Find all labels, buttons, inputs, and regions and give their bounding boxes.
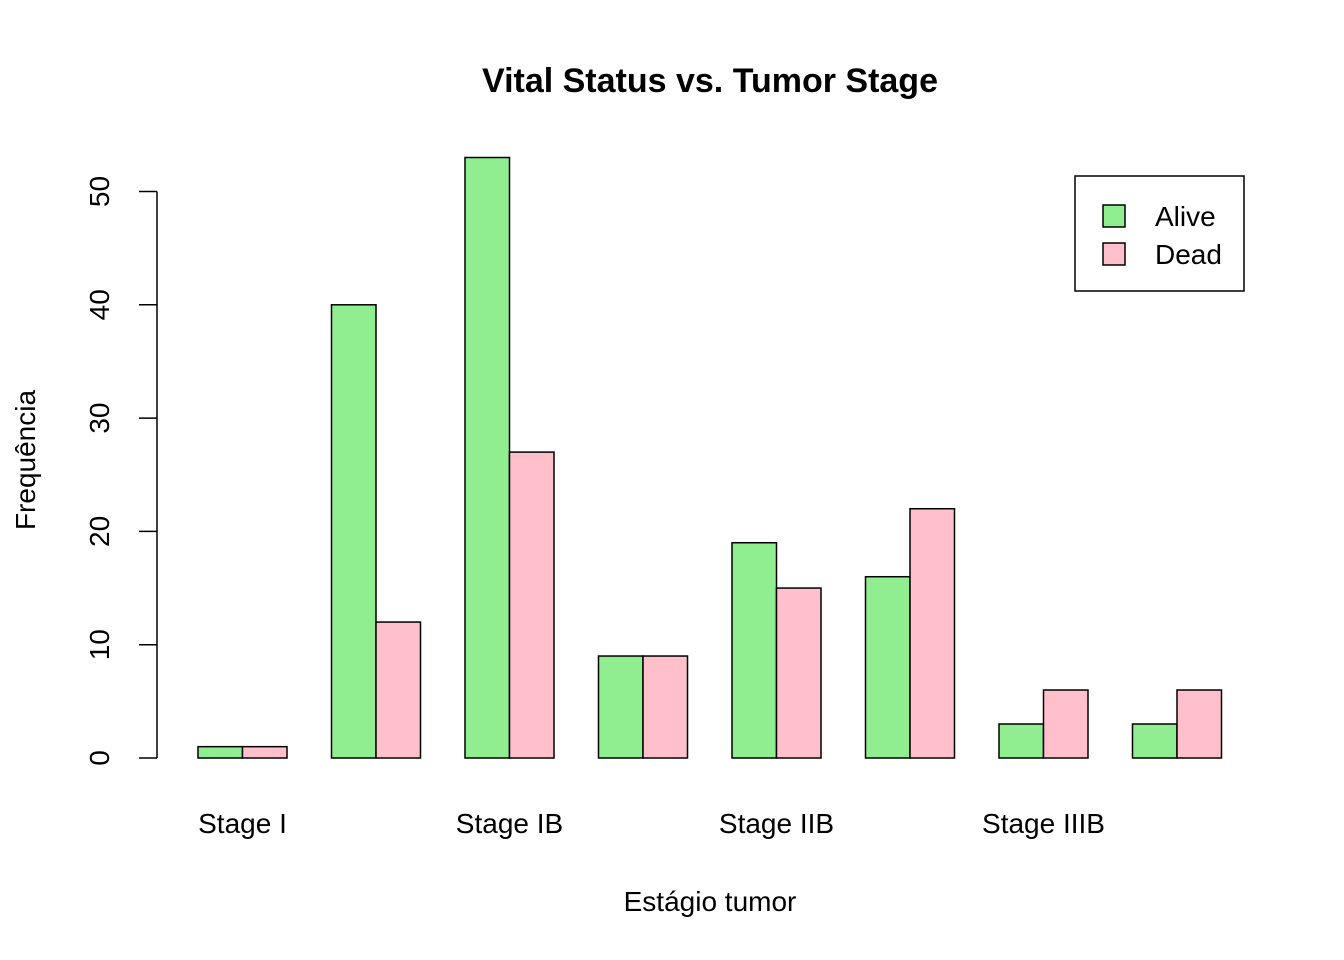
bar-dead [909,507,956,759]
x-axis-label: Estágio tumor [624,886,797,917]
y-tick-label: 10 [84,629,115,660]
legend-label-dead: Dead [1155,239,1222,270]
x-tick-label: Stage IB [456,808,563,839]
bar-alive [998,723,1045,759]
legend-label-alive: Alive [1155,201,1216,232]
bar-alive [864,575,911,759]
bars [197,156,1223,759]
bar-dead [375,621,422,759]
x-tick-label: Stage IIB [719,808,834,839]
y-tick-label: 50 [84,176,115,207]
bar-alive [597,655,644,759]
y-axis-label: Frequência [10,390,41,531]
bar-alive [330,304,377,759]
chart-title: Vital Status vs. Tumor Stage [482,62,938,100]
bar-dead [642,655,689,759]
y-tick-label: 20 [84,516,115,547]
x-tick-labels: Stage I Stage IB Stage IIB Stage IIIB [198,808,1105,839]
bar-dead [1042,689,1089,759]
legend: Alive Dead [1074,175,1245,292]
legend-swatch-alive [1102,204,1126,228]
bar-dead [1176,689,1223,759]
y-axis: 0 10 20 30 40 50 [84,176,158,766]
bar-dead [775,587,822,759]
bar-dead [241,745,288,759]
legend-swatch-dead [1102,242,1126,266]
y-tick-label: 30 [84,403,115,434]
x-tick-label: Stage I [198,808,287,839]
bar-alive [464,156,511,759]
x-tick-label: Stage IIIB [982,808,1105,839]
bar-alive [731,541,778,759]
bar-alive [1131,723,1178,759]
y-tick-label: 0 [84,750,115,766]
legend-box [1074,175,1245,292]
bar-dead [508,451,555,759]
bar-alive [197,745,244,759]
y-tick-label: 40 [84,289,115,320]
